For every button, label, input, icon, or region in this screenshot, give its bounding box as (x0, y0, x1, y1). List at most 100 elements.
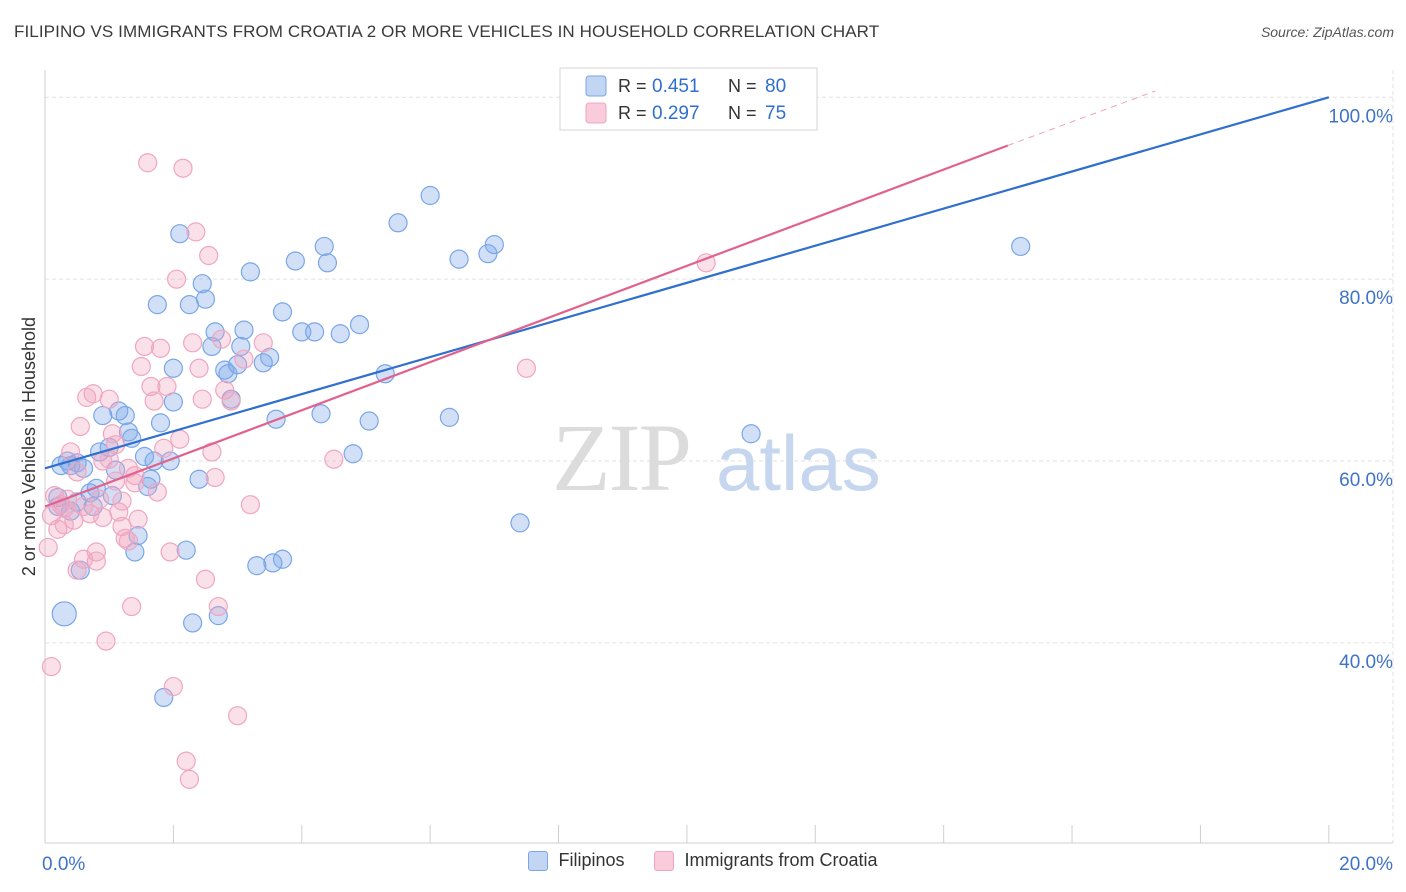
point-croatia (150, 338, 171, 358)
point-croatia (240, 495, 261, 515)
y-tick-label: 60.0% (1339, 470, 1393, 491)
point-filipinos (439, 407, 459, 427)
legend-r-value: 0.451 (652, 76, 700, 97)
point-croatia (41, 656, 62, 677)
legend-swatch-filipinos-bottom (528, 850, 549, 871)
point-filipinos (202, 336, 222, 357)
x-tick-label: 0.0% (42, 854, 85, 875)
legend-r-label: R = (618, 76, 647, 96)
trend-layer (44, 90, 1330, 508)
point-croatia (205, 467, 225, 488)
point-croatia (215, 380, 235, 400)
grid-layer (45, 70, 1394, 843)
point-filipinos (115, 405, 135, 426)
point-filipinos (343, 444, 363, 464)
point-filipinos (51, 601, 77, 627)
point-filipinos (317, 253, 338, 273)
point-filipinos (192, 274, 212, 294)
watermark: ZIP atlas (552, 404, 881, 511)
point-filipinos (349, 315, 370, 335)
point-croatia (234, 349, 254, 369)
labels-layer: 40.0% 60.0% 80.0% 100.0% 0.0% 20.0% 2 or more … (19, 106, 1393, 875)
legend-box: R = 0.451 N = 80 R = 0.297 N = 75 (559, 67, 818, 131)
watermark-atlas: atlas (716, 419, 881, 507)
point-croatia (118, 531, 139, 551)
point-croatia (99, 449, 119, 469)
point-filipinos (231, 336, 251, 357)
point-croatia (80, 504, 100, 524)
point-filipinos (359, 411, 379, 431)
y-tick-label: 100.0% (1329, 106, 1394, 127)
point-filipinos (272, 302, 293, 322)
point-croatia (157, 376, 177, 397)
point-filipinos (314, 236, 334, 257)
point-filipinos (154, 687, 174, 708)
point-filipinos (176, 540, 196, 560)
legend-item-croatia[interactable]: Immigrants from Croatia (654, 850, 878, 871)
y-tick-label: 80.0% (1339, 288, 1393, 309)
point-filipinos (388, 213, 408, 233)
point-filipinos (189, 469, 209, 489)
chart-source: Source: ZipAtlas.com (1260, 24, 1394, 40)
point-filipinos (263, 553, 283, 573)
point-filipinos (134, 446, 155, 467)
point-croatia (115, 528, 135, 548)
point-filipinos (215, 360, 235, 380)
point-filipinos (125, 542, 145, 562)
point-filipinos (311, 404, 331, 424)
point-filipinos (449, 249, 469, 269)
point-croatia (128, 509, 148, 529)
point-croatia (138, 153, 158, 173)
point-croatia (170, 429, 190, 449)
point-croatia (131, 356, 151, 377)
trendline-croatia-extension (1007, 90, 1156, 146)
legend-n-value: 75 (765, 103, 786, 124)
point-croatia (73, 496, 94, 517)
point-croatia (112, 491, 132, 511)
point-filipinos (179, 295, 200, 315)
point-filipinos (240, 262, 261, 282)
watermark-zip: ZIP (552, 404, 690, 511)
point-filipinos (150, 413, 171, 433)
legend-r-value: 0.297 (652, 103, 700, 124)
legend-n-label: N = (728, 76, 757, 96)
point-croatia (189, 358, 209, 378)
point-croatia (163, 676, 183, 697)
point-croatia (166, 269, 187, 289)
point-croatia (38, 537, 58, 558)
point-filipinos (205, 322, 225, 342)
point-croatia (67, 560, 87, 580)
point-croatia (70, 416, 90, 437)
point-croatia (186, 222, 206, 242)
point-filipinos (73, 458, 94, 478)
y-tick-label: 40.0% (1339, 652, 1393, 673)
point-croatia (134, 336, 155, 357)
point-filipinos (1011, 236, 1031, 257)
point-filipinos (247, 556, 267, 576)
point-filipinos (285, 251, 305, 271)
legend-item-filipinos[interactable]: Filipinos (528, 850, 624, 871)
point-croatia (176, 751, 196, 771)
point-croatia (199, 245, 219, 266)
point-croatia (221, 391, 241, 411)
point-croatia (183, 333, 203, 353)
point-croatia (160, 542, 180, 562)
point-croatia (154, 438, 174, 458)
point-croatia (141, 376, 161, 397)
trendline-filipinos (44, 96, 1330, 470)
point-filipinos (305, 322, 325, 342)
point-croatia (86, 551, 106, 571)
point-filipinos (484, 235, 504, 255)
point-croatia (192, 389, 212, 409)
point-croatia (144, 391, 164, 411)
point-croatia (211, 329, 232, 349)
point-filipinos (510, 513, 530, 533)
point-filipinos (170, 224, 190, 244)
point-filipinos (330, 324, 350, 344)
legend-n-label: N = (728, 103, 757, 123)
point-filipinos (147, 295, 167, 315)
legend-r-label: R = (618, 103, 647, 123)
legend-swatch-filipinos (585, 75, 607, 97)
point-croatia (122, 596, 142, 617)
